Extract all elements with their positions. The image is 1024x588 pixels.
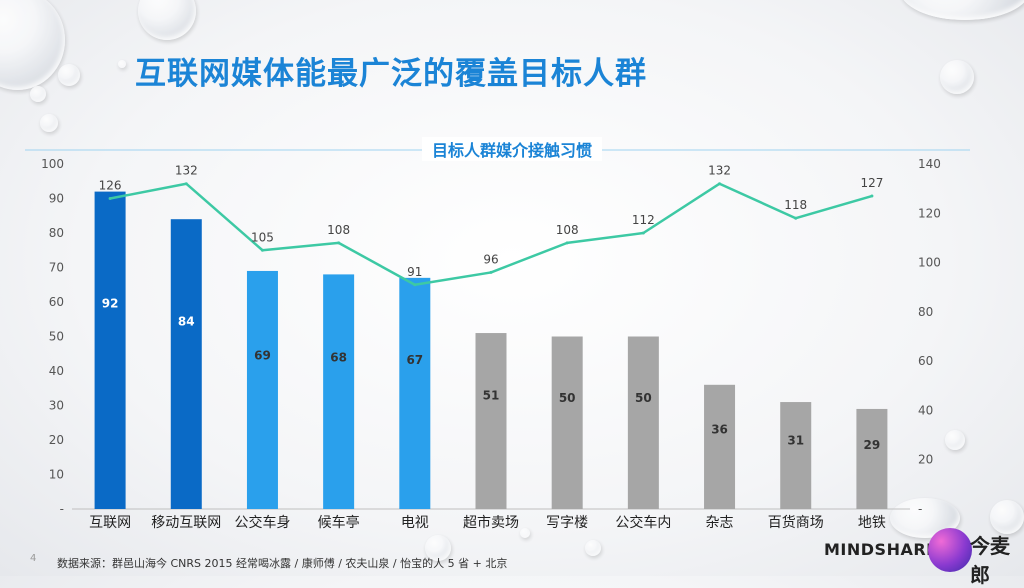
y-right-tick-label: 20 (918, 453, 933, 467)
y-left-tick-label: 40 (49, 364, 64, 378)
x-category-label: 百货商场 (768, 514, 824, 531)
combo-chart: - 10 20 30 40 50 60 70 80 90 100 - 20 40 60 80 100 120 140… (25, 149, 970, 531)
bar-value-label: 84 (178, 315, 195, 329)
water-drop-decoration (425, 535, 451, 561)
water-drop-decoration (520, 528, 530, 538)
line-value-label: 108 (327, 223, 350, 237)
bar (780, 402, 812, 509)
chart-title-container: 目标人群媒介接触习惯 (0, 137, 1024, 161)
water-drop-decoration (940, 60, 974, 94)
line-point (184, 182, 188, 186)
y-left-tick-label: - (60, 502, 64, 516)
water-drop-decoration (900, 0, 1024, 20)
line-value-label: 132 (175, 164, 198, 178)
x-category-label: 公交车身 (234, 514, 290, 531)
bar-value-label: 31 (787, 433, 804, 447)
bar-value-label: 67 (406, 353, 423, 367)
line-point (641, 231, 645, 235)
y-right-tick-label: 100 (918, 256, 941, 270)
y-right-tick-label: 60 (918, 354, 933, 368)
y-left-tick-label: 80 (49, 226, 64, 240)
x-category-label: 互联网 (89, 515, 131, 531)
line-point (870, 194, 874, 198)
bar (170, 219, 202, 509)
y-right-tick-label: 140 (918, 157, 941, 171)
line-point (108, 197, 112, 200)
bar-value-label: 68 (330, 351, 347, 365)
bar (94, 191, 126, 509)
line-value-label: 132 (708, 164, 731, 178)
y-left-tick-label: 30 (49, 399, 64, 413)
bar-value-label: 50 (559, 391, 576, 405)
x-category-label: 移动互联网 (151, 515, 221, 531)
x-category-label: 电视 (401, 515, 429, 531)
line-point (413, 283, 417, 287)
line-value-label: 91 (407, 265, 422, 279)
x-category-label: 地铁 (858, 515, 886, 531)
water-drop-decoration (990, 500, 1024, 534)
client-logo-icon (928, 528, 972, 572)
water-drop-decoration (30, 86, 46, 102)
water-drop-decoration (58, 64, 80, 86)
y-right-tick-label: 80 (918, 305, 933, 319)
line-value-label: 127 (860, 176, 883, 190)
brand-logo-text: MINDSHARE (824, 540, 938, 559)
x-category-label: 杂志 (706, 515, 734, 531)
bar (399, 277, 431, 509)
line-point (337, 241, 341, 245)
y-left-tick-label: 70 (49, 261, 64, 275)
line-value-label: 126 (99, 179, 122, 193)
bar-value-label: 69 (254, 348, 271, 362)
page-title: 互联网媒体能最广泛的覆盖目标人群 (135, 56, 647, 92)
water-drop-decoration (118, 60, 126, 68)
bar-value-label: 36 (711, 422, 728, 436)
x-category-label: 写字楼 (546, 515, 588, 531)
y-right-tick-label: 120 (918, 206, 941, 220)
y-left-tick-label: 50 (49, 330, 64, 344)
chart-title: 目标人群媒介接触习惯 (421, 137, 602, 161)
bar-value-label: 50 (635, 391, 652, 405)
line-series (109, 182, 873, 286)
line-point (260, 248, 264, 252)
line-point (718, 182, 722, 186)
y-left-tick-label: 20 (49, 433, 64, 447)
line-point (489, 270, 493, 274)
x-category-label: 候车亭 (318, 514, 360, 531)
y-left-tick-label: 90 (49, 192, 64, 206)
water-drop-decoration (40, 114, 58, 132)
y-right-tick-label: - (918, 502, 922, 516)
bar (856, 408, 888, 509)
y-left-tick-label: 10 (49, 468, 64, 482)
bar (246, 270, 278, 509)
line-value-label: 112 (632, 213, 655, 227)
bar (704, 384, 736, 509)
x-category-label: 公交车内 (615, 514, 671, 531)
bar-value-label: 29 (864, 438, 881, 452)
client-logo-text: 今麦郎 (970, 534, 1010, 587)
bar-value-label: 92 (102, 297, 119, 311)
line-point (794, 216, 798, 220)
y-left-tick-label: 100 (41, 157, 64, 171)
line-value-label: 105 (251, 230, 274, 244)
line-value-label: 108 (556, 223, 579, 237)
bar (551, 336, 583, 509)
bar (475, 333, 507, 509)
water-drop-decoration (585, 540, 601, 556)
line-value-label: 96 (483, 252, 498, 266)
x-category-label: 超市卖场 (463, 514, 519, 531)
y-right-tick-label: 40 (918, 403, 933, 417)
bar (627, 336, 659, 509)
y-left-tick-label: 60 (49, 295, 64, 309)
water-drop-decoration (945, 430, 965, 450)
bar-value-label: 51 (483, 389, 500, 403)
page-number: 4 (30, 553, 37, 564)
line-point (565, 241, 569, 245)
data-source-note: 数据来源：群邑山海今 CNRS 2015 经常喝冰露 / 康师傅 / 农夫山泉 … (57, 557, 508, 570)
line-value-label: 118 (784, 198, 807, 212)
bar (323, 274, 355, 509)
